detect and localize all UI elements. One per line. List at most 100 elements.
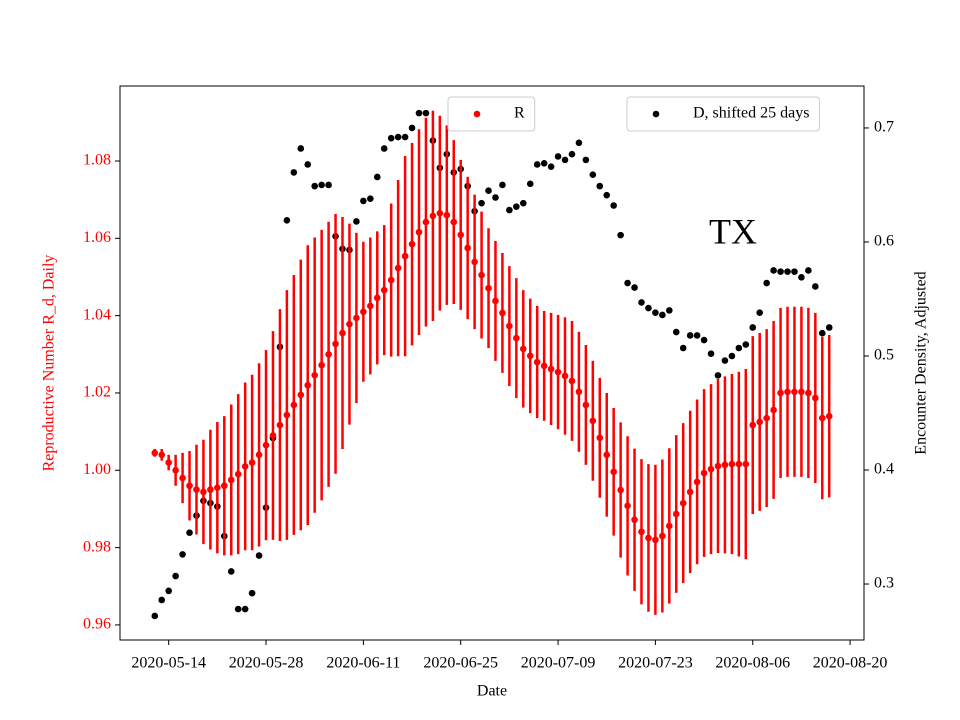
point bbox=[485, 284, 492, 292]
point bbox=[373, 173, 381, 181]
point bbox=[554, 368, 562, 376]
x-tick-label: 2020-06-25 bbox=[423, 655, 498, 672]
point bbox=[220, 482, 228, 490]
point bbox=[360, 308, 367, 316]
point bbox=[158, 596, 166, 604]
point bbox=[777, 389, 784, 397]
point bbox=[610, 468, 617, 476]
point bbox=[770, 267, 777, 274]
x-axis-label: Date bbox=[477, 683, 507, 700]
point bbox=[339, 329, 346, 337]
point bbox=[227, 568, 235, 575]
point bbox=[464, 244, 471, 252]
point bbox=[179, 551, 186, 558]
point bbox=[547, 163, 555, 171]
point bbox=[297, 391, 305, 399]
y2-tick-label: 0.3 bbox=[874, 575, 894, 592]
point bbox=[756, 418, 764, 426]
point bbox=[540, 160, 548, 167]
point bbox=[582, 156, 590, 164]
point bbox=[373, 294, 381, 302]
point bbox=[805, 267, 812, 274]
point bbox=[283, 411, 291, 419]
point bbox=[151, 449, 159, 457]
point bbox=[756, 309, 764, 316]
point bbox=[554, 153, 562, 160]
plot-frame bbox=[119, 85, 865, 641]
point bbox=[513, 203, 520, 210]
point bbox=[784, 388, 791, 396]
point bbox=[540, 362, 548, 370]
point bbox=[415, 109, 423, 117]
y2-tick-label: 0.7 bbox=[874, 119, 894, 136]
point bbox=[200, 488, 207, 496]
point bbox=[735, 344, 743, 352]
point bbox=[679, 499, 687, 507]
point bbox=[367, 302, 374, 310]
point bbox=[394, 133, 402, 141]
legend-box bbox=[447, 96, 536, 132]
point bbox=[422, 109, 430, 117]
point bbox=[401, 252, 409, 260]
point bbox=[596, 434, 604, 442]
point bbox=[283, 217, 291, 224]
point bbox=[214, 484, 221, 491]
point bbox=[589, 417, 597, 425]
point bbox=[728, 352, 736, 360]
point bbox=[325, 351, 332, 358]
y-tick-label: 1.08 bbox=[83, 152, 111, 169]
point bbox=[749, 421, 757, 429]
point bbox=[387, 134, 395, 142]
point bbox=[262, 441, 270, 449]
point bbox=[172, 466, 179, 474]
point bbox=[255, 552, 263, 559]
point bbox=[408, 240, 416, 248]
point bbox=[457, 231, 465, 239]
point bbox=[652, 536, 659, 544]
y-tick-label: 1.04 bbox=[83, 306, 111, 323]
point bbox=[728, 460, 736, 468]
point bbox=[721, 357, 729, 364]
point bbox=[318, 181, 325, 189]
point bbox=[276, 421, 284, 429]
point bbox=[784, 268, 791, 275]
y-tick-label: 0.96 bbox=[83, 616, 111, 633]
point bbox=[367, 195, 374, 202]
point bbox=[429, 212, 437, 220]
x-tick-label: 2020-07-23 bbox=[618, 655, 693, 672]
point bbox=[436, 209, 444, 217]
point bbox=[526, 180, 534, 188]
point bbox=[589, 171, 597, 179]
point bbox=[332, 340, 339, 348]
y-tick-label: 1.02 bbox=[83, 384, 111, 401]
point bbox=[561, 372, 569, 380]
point bbox=[812, 283, 819, 290]
point bbox=[422, 218, 430, 226]
point bbox=[575, 139, 583, 147]
point bbox=[241, 463, 249, 470]
point bbox=[492, 297, 499, 305]
point bbox=[624, 502, 631, 510]
point bbox=[513, 334, 520, 342]
point bbox=[770, 406, 777, 414]
y2-tick-label: 0.6 bbox=[874, 233, 894, 250]
point bbox=[408, 124, 416, 132]
point bbox=[172, 572, 179, 580]
point bbox=[763, 279, 770, 287]
point bbox=[617, 231, 624, 239]
point bbox=[290, 401, 298, 409]
point bbox=[227, 476, 235, 484]
x-tick-label: 2020-07-09 bbox=[521, 655, 596, 672]
point bbox=[825, 324, 833, 331]
point bbox=[568, 377, 576, 385]
y-axis-label: Reproductive Number R_d, Daily bbox=[41, 255, 58, 472]
point bbox=[582, 401, 590, 409]
legend-label: R bbox=[514, 105, 525, 122]
point bbox=[547, 365, 555, 373]
point bbox=[499, 181, 506, 189]
point bbox=[575, 388, 583, 396]
x-tick-label: 2020-08-06 bbox=[715, 655, 790, 672]
point bbox=[387, 276, 395, 284]
point bbox=[499, 309, 506, 317]
point bbox=[791, 388, 798, 396]
